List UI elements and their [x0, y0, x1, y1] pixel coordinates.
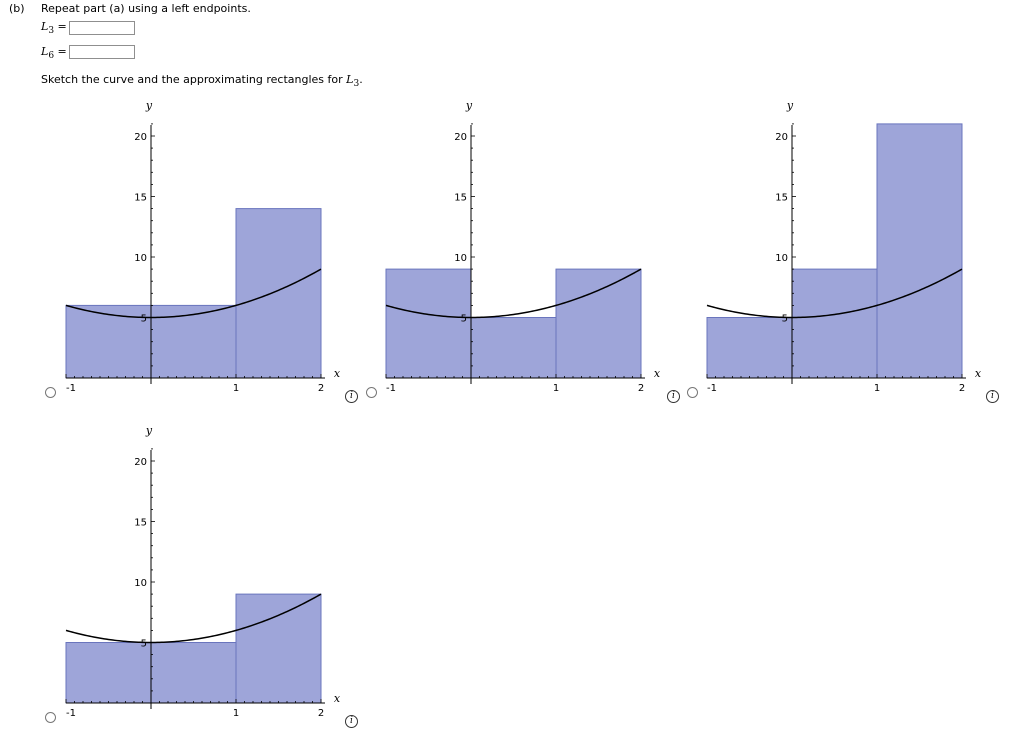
- option-3-radio[interactable]: [687, 387, 698, 398]
- chart-2-svg: 5 10 15 20 -1 1 2 y x: [385, 99, 661, 394]
- chart-1-x-tick-label: 2: [318, 383, 324, 394]
- sketch-prompt: Sketch the curve and the approximating r…: [41, 73, 363, 89]
- option-3-info-icon[interactable]: i: [986, 390, 999, 403]
- chart-4-y-tick-label: 15: [134, 518, 147, 529]
- l3-label: L3 =: [41, 20, 67, 36]
- sketch-prompt-letter: L: [346, 73, 354, 86]
- chart-1-x-tick-label: 1: [233, 383, 239, 394]
- chart-2-x-axis-label: x: [654, 367, 661, 380]
- chart-4-y-tick-label: 20: [134, 457, 147, 468]
- chart-2-y-tick-label: 5: [461, 314, 467, 325]
- chart-3-svg: 5 10 15 20 -1 1 2 y x: [706, 99, 982, 394]
- chart-1-y-tick-label: 20: [134, 132, 147, 143]
- chart-4-svg: 5 10 15 20 -1 1 2 y x: [65, 424, 341, 719]
- l6-label: L6 =: [41, 45, 67, 61]
- chart-1-y-tick-label: 15: [134, 193, 147, 204]
- sketch-prompt-sub: 3: [353, 79, 360, 90]
- chart-2-rect-1: [385, 268, 472, 379]
- plot-option-4: 5 10 15 20 -1 1 2 y x: [0, 420, 341, 740]
- question-prompt: Repeat part (a) using a left endpoints.: [41, 2, 251, 15]
- chart-2-x-tick-label: 1: [553, 383, 559, 394]
- chart-3-curve: [706, 268, 963, 319]
- option-4-info-icon[interactable]: i: [345, 715, 358, 728]
- chart-3-rect-3: [876, 123, 963, 379]
- chart-2-y-tick-label: 10: [454, 253, 467, 264]
- chart-1-y-tick-label: 5: [141, 314, 147, 325]
- chart-4-rect-2: [235, 593, 322, 704]
- chart-2-x-tick-label: 2: [638, 383, 644, 394]
- chart-2-x-tick-label: -1: [386, 383, 396, 394]
- chart-4-y-tick-label: 5: [141, 639, 147, 650]
- chart-4-y-tick-label: 10: [134, 578, 147, 589]
- option-4-radio[interactable]: [45, 712, 56, 723]
- sketch-prompt-end: .: [359, 73, 363, 86]
- chart-2-curve: [385, 268, 642, 319]
- l3-answer-input[interactable]: [69, 21, 135, 35]
- sketch-prompt-text: Sketch the curve and the approximating r…: [41, 73, 347, 86]
- chart-1-x-tick-label: -1: [66, 383, 76, 394]
- chart-4-x-tick-label: -1: [66, 708, 76, 719]
- l6-sub: 6: [48, 51, 55, 62]
- chart-1-curve: [65, 268, 322, 319]
- chart-4-x-tick-label: 2: [318, 708, 324, 719]
- chart-3-y-tick-label: 20: [775, 132, 788, 143]
- chart-2-y-tick-label: 20: [454, 132, 467, 143]
- l6-equals: =: [57, 45, 67, 58]
- plot-option-3: 5 10 15 20 -1 1 2 y x: [641, 95, 982, 415]
- option-2-info-icon[interactable]: i: [667, 390, 680, 403]
- chart-2-y-axis-label: y: [465, 99, 473, 112]
- chart-4-y-axis-label: y: [145, 424, 153, 437]
- chart-2-y-tick-label: 15: [454, 193, 467, 204]
- chart-4-x-tick-label: 1: [233, 708, 239, 719]
- chart-1-y-tick-label: 10: [134, 253, 147, 264]
- option-1-info-icon[interactable]: i: [345, 390, 358, 403]
- l6-answer-input[interactable]: [69, 45, 135, 59]
- chart-3-x-tick-label: 2: [959, 383, 965, 394]
- chart-3-rect-2: [791, 268, 878, 379]
- chart-2-rect-3: [555, 268, 642, 379]
- part-label: (b): [9, 2, 25, 15]
- l6-letter: L: [41, 45, 49, 58]
- chart-3-y-tick-label: 15: [775, 193, 788, 204]
- chart-1-svg: 5 10 15 20 -1 1 2 y x: [65, 99, 341, 394]
- chart-4-x-axis-label: x: [334, 692, 341, 705]
- chart-4-curve: [65, 593, 322, 644]
- l3-letter: L: [41, 20, 49, 33]
- chart-3-y-axis-label: y: [786, 99, 794, 112]
- plot-option-1: 5 10 15 20 -1 1 2 y x: [0, 95, 341, 415]
- l3-sub: 3: [48, 26, 55, 37]
- chart-3-x-tick-label: 1: [874, 383, 880, 394]
- option-2-radio[interactable]: [366, 387, 377, 398]
- option-1-radio[interactable]: [45, 387, 56, 398]
- chart-1-rect-2: [235, 208, 322, 379]
- l3-equals: =: [57, 20, 67, 33]
- chart-3-x-axis-label: x: [975, 367, 982, 380]
- chart-1-y-axis-label: y: [145, 99, 153, 112]
- chart-3-x-tick-label: -1: [707, 383, 717, 394]
- plot-option-2: 5 10 15 20 -1 1 2 y x: [320, 95, 661, 415]
- chart-3-y-tick-label: 5: [782, 314, 788, 325]
- chart-1-x-axis-label: x: [334, 367, 341, 380]
- chart-3-y-tick-label: 10: [775, 253, 788, 264]
- chart-2-rect-2: [470, 317, 557, 379]
- chart-3-rect-1: [706, 317, 793, 379]
